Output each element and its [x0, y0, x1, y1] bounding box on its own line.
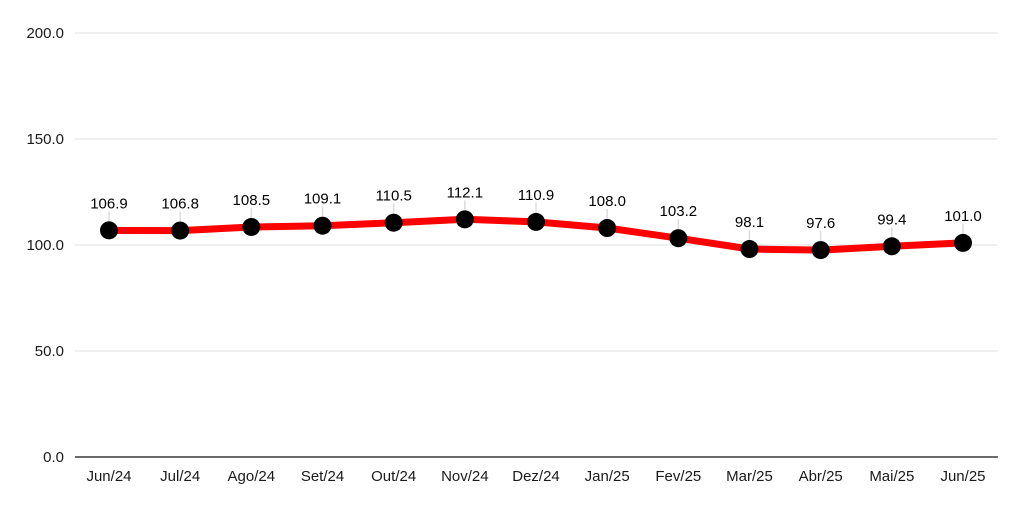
- y-tick-label: 150.0: [26, 131, 64, 148]
- x-tick-label: Jul/24: [160, 468, 200, 485]
- data-point-label: 112.1: [447, 184, 483, 201]
- data-point-label: 106.8: [161, 196, 199, 213]
- x-tick-label: Dez/24: [512, 468, 560, 485]
- data-point-label: 109.1: [304, 191, 342, 208]
- data-point: [384, 213, 403, 232]
- data-point: [598, 219, 617, 238]
- x-tick-label: Abr/25: [799, 468, 843, 485]
- y-tick-label: 100.0: [26, 237, 64, 254]
- x-tick-label: Mar/25: [726, 468, 773, 485]
- x-tick-label: Nov/24: [441, 468, 489, 485]
- data-point: [242, 217, 261, 236]
- data-point: [882, 237, 901, 256]
- y-tick-label: 0.0: [43, 449, 64, 466]
- data-point-label: 108.0: [588, 193, 626, 210]
- data-point-label: 103.2: [660, 203, 698, 220]
- x-tick-label: Jun/24: [86, 468, 131, 485]
- x-tick-label: Jun/25: [940, 468, 985, 485]
- data-point: [811, 241, 830, 260]
- data-point-label: 106.9: [90, 195, 128, 212]
- data-point-label: 110.5: [375, 188, 411, 205]
- y-tick-label: 200.0: [26, 25, 64, 42]
- data-point: [171, 221, 190, 240]
- data-point-label: 99.4: [877, 211, 906, 228]
- x-tick-label: Set/24: [301, 468, 344, 485]
- data-point: [527, 212, 545, 231]
- x-tick-label: Jan/25: [585, 468, 630, 485]
- data-point: [740, 240, 759, 259]
- data-point-label: 110.9: [518, 187, 554, 204]
- x-tick-label: Out/24: [371, 468, 416, 485]
- data-point: [669, 229, 688, 248]
- x-tick-label: Fev/25: [655, 468, 701, 485]
- y-tick-label: 50.0: [35, 343, 64, 360]
- data-point-label: 97.6: [806, 215, 835, 232]
- x-tick-label: Mai/25: [869, 468, 914, 485]
- x-tick-label: Ago/24: [228, 468, 276, 485]
- data-point: [455, 210, 474, 229]
- data-point-label: 98.1: [735, 214, 764, 231]
- data-point: [100, 221, 118, 240]
- data-point-label: 108.5: [233, 192, 271, 209]
- data-point: [313, 216, 332, 235]
- data-point: [954, 233, 972, 252]
- data-point-label: 101.0: [944, 208, 982, 225]
